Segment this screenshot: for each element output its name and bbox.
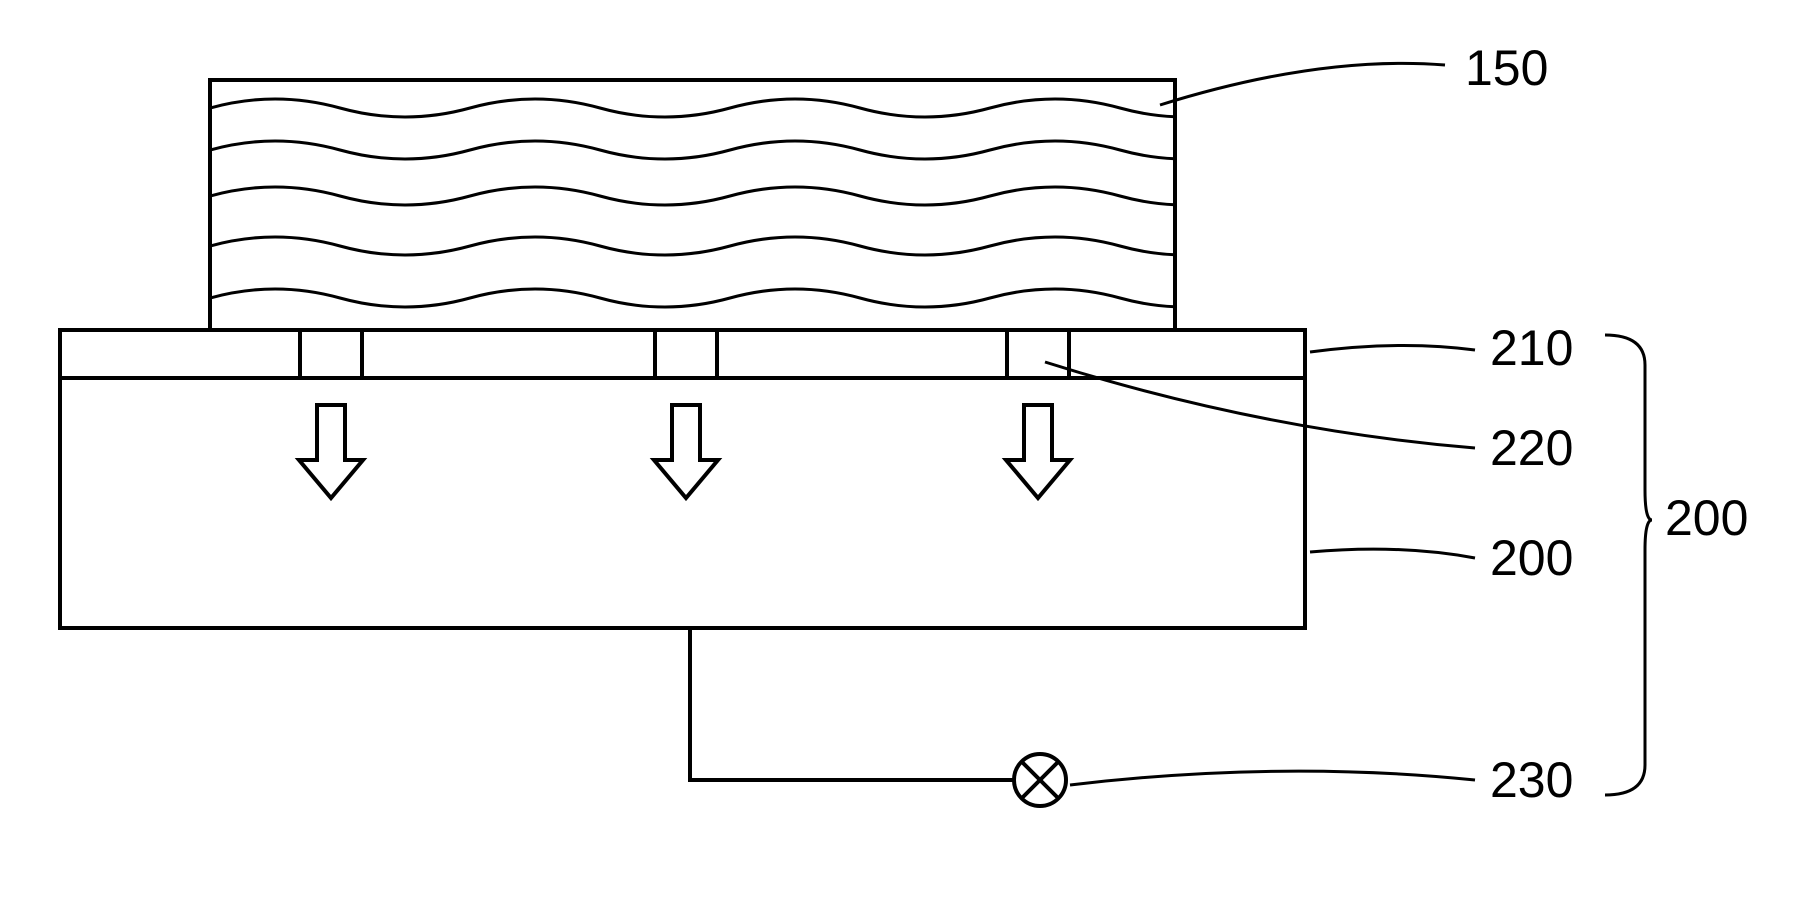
label-150: 150 bbox=[1465, 40, 1548, 96]
leader-210 bbox=[1310, 345, 1475, 352]
label-200b: 200 bbox=[1665, 490, 1748, 546]
label-210: 210 bbox=[1490, 320, 1573, 376]
brace-200 bbox=[1605, 335, 1652, 795]
top-block-150 bbox=[210, 80, 1175, 330]
leader-150 bbox=[1160, 63, 1445, 105]
leader-230 bbox=[1070, 771, 1475, 785]
layer-210 bbox=[60, 330, 1305, 378]
leader-200a bbox=[1310, 549, 1475, 558]
label-220: 220 bbox=[1490, 420, 1573, 476]
circuit-line bbox=[690, 628, 1014, 780]
label-200a: 200 bbox=[1490, 530, 1573, 586]
label-230: 230 bbox=[1490, 752, 1573, 808]
